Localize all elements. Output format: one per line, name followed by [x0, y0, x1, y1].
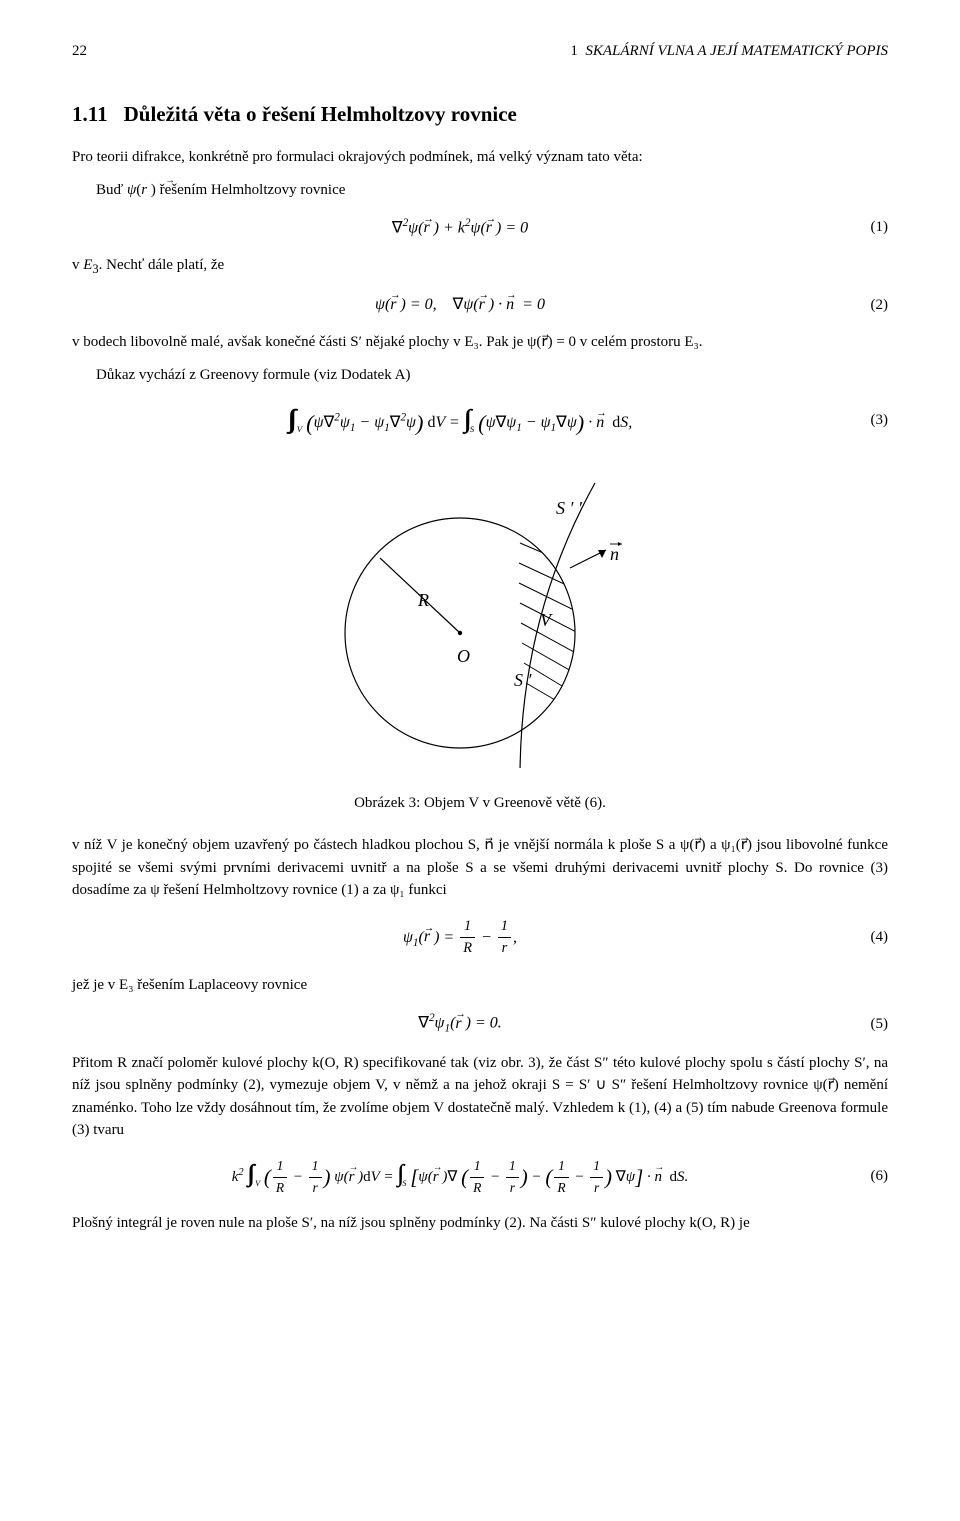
- equation-4: ψ1(r ) = 1R − 1r, (4): [72, 916, 888, 960]
- paragraph-setup: Přitom R značí poloměr kulové plochy k(O…: [72, 1052, 888, 1142]
- figure-3: S ′ ′ n R V O S ′: [72, 468, 888, 776]
- equation-number-3: (3): [848, 409, 888, 432]
- paragraph-in-e3: v E3. Nechť dále platí, že: [72, 254, 888, 279]
- equation-number-5: (5): [848, 1013, 888, 1036]
- equation-3: ∫∫∫V (ψ∇2ψ1 − ψ1∇2ψ) dV = ∫∫S (ψ∇ψ1 − ψ1…: [72, 400, 888, 440]
- equation-number-6: (6): [848, 1165, 888, 1188]
- figure-label-Spp: S ′ ′: [556, 498, 583, 518]
- paragraph-final: Plošný integrál je roven nule na ploše S…: [72, 1212, 888, 1235]
- equation-number-1: (1): [848, 216, 888, 239]
- figure-label-R: R: [417, 590, 429, 610]
- paragraph-laplace: jež je v E₃ řešením Laplaceovy rovnice: [72, 974, 888, 997]
- equation-1: ∇2ψ(r ) + k2ψ(r ) = 0 (1): [72, 215, 888, 240]
- figure-label-Sp: S ′: [514, 670, 533, 690]
- page-number: 22: [72, 40, 87, 63]
- paragraph-after-figure: v níž V je konečný objem uzavřený po čás…: [72, 834, 888, 902]
- paragraph-theorem-start: Buď ψ(r ) řešením Helmholtzovy rovnice: [72, 179, 888, 202]
- equation-number-2: (2): [848, 294, 888, 317]
- figure-3-svg: S ′ ′ n R V O S ′: [310, 468, 650, 768]
- equation-6: k2 ∫∫∫V (1R − 1r) ψ(r )dV = ∫∫S [ψ(r )∇ …: [72, 1156, 888, 1198]
- section-heading: 1.11 Důležitá věta o řešení Helmholtzovy …: [72, 99, 888, 131]
- page-header: 22 1SKALÁRNÍ VLNA A JEJÍ MATEMATICKÝ POP…: [72, 40, 888, 63]
- equation-2: ψ(r ) = 0, ∇ψ(r ) · n = 0 (2): [72, 293, 888, 317]
- chapter-title: 1SKALÁRNÍ VLNA A JEJÍ MATEMATICKÝ POPIS: [570, 40, 888, 63]
- figure-label-n: n: [610, 544, 619, 564]
- paragraph-intro: Pro teorii difrakce, konkrétně pro formu…: [72, 146, 888, 169]
- paragraph-proof: Důkaz vychází z Greenovy formule (viz Do…: [72, 364, 888, 387]
- figure-label-V: V: [540, 610, 553, 630]
- equation-5: ∇2ψ1(r ) = 0. (5): [72, 1010, 888, 1037]
- paragraph-conclusion: v bodech libovolně malé, avšak konečné č…: [72, 331, 888, 354]
- equation-number-4: (4): [848, 926, 888, 949]
- figure-label-O: O: [457, 646, 470, 666]
- section-number: 1.11: [72, 102, 108, 126]
- section-title: Důležitá věta o řešení Helmholtzovy rovn…: [124, 102, 517, 126]
- figure-3-caption: Obrázek 3: Objem V v Greenově větě (6).: [72, 792, 888, 815]
